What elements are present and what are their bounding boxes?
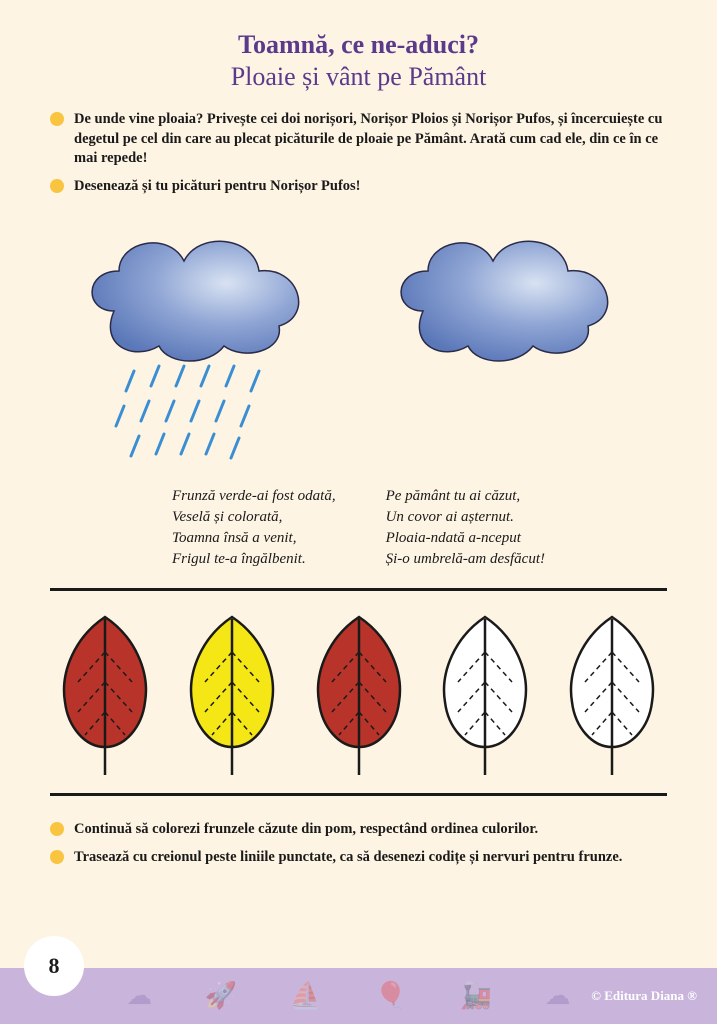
divider-top xyxy=(50,588,667,591)
cloud-icon: ☁ xyxy=(126,981,152,1011)
ship-icon: ⛵ xyxy=(290,981,322,1011)
instruction-1-text: De unde vine ploaia? Privește cei doi no… xyxy=(74,110,667,169)
leaf-5 xyxy=(557,607,667,777)
poem-left: Frunză verde-ai fost odată, Veselă și co… xyxy=(172,486,336,570)
title-sub: Ploaie și vânt pe Pământ xyxy=(50,62,667,92)
bullet-icon xyxy=(50,112,64,126)
instruction-4: Trasează cu creionul peste liniile punct… xyxy=(50,848,667,868)
poem-line: Ploaia-ndată a-nceput xyxy=(386,528,545,549)
poem-line: Frunză verde-ai fost odată, xyxy=(172,486,336,507)
bullet-icon xyxy=(50,850,64,864)
bullet-icon xyxy=(50,179,64,193)
cloud-rainy xyxy=(74,216,334,476)
poem-right: Pe pământ tu ai căzut, Un covor ai așter… xyxy=(386,486,545,570)
rocket-icon: 🚀 xyxy=(205,981,237,1011)
poem-line: Un covor ai așternut. xyxy=(386,507,545,528)
poem-line: Și-o umbrelă-am desfăcut! xyxy=(386,549,545,570)
cloud-icon: ☁ xyxy=(545,981,571,1011)
divider-bottom xyxy=(50,793,667,796)
poem-line: Pe pământ tu ai căzut, xyxy=(386,486,545,507)
page-number: 8 xyxy=(24,936,84,996)
footer-decorations: ☁ 🚀 ⛵ 🎈 🚂 ☁ xyxy=(100,972,597,1020)
clouds-section xyxy=(50,216,667,476)
instruction-3: Continuă să colorezi frunzele căzute din… xyxy=(50,820,667,840)
instruction-2: Desenează și tu picături pentru Norișor … xyxy=(50,177,667,197)
cloud-fluffy xyxy=(383,216,643,476)
copyright: © Editura Diana ® xyxy=(591,988,697,1004)
leaf-2 xyxy=(177,607,287,777)
poem-line: Frigul te-a îngălbenit. xyxy=(172,549,336,570)
footer: ☁ 🚀 ⛵ 🎈 🚂 ☁ © Editura Diana ® xyxy=(0,968,717,1024)
train-icon: 🚂 xyxy=(460,981,492,1011)
leaf-1 xyxy=(50,607,160,777)
poem-section: Frunză verde-ai fost odată, Veselă și co… xyxy=(50,486,667,570)
bullet-icon xyxy=(50,822,64,836)
leaves-section xyxy=(50,603,667,793)
poem-line: Veselă și colorată, xyxy=(172,507,336,528)
title-main: Toamnă, ce ne-aduci? xyxy=(50,30,667,60)
instruction-3-text: Continuă să colorezi frunzele căzute din… xyxy=(74,820,538,840)
instruction-4-text: Trasează cu creionul peste liniile punct… xyxy=(74,848,622,868)
instruction-1: De unde vine ploaia? Privește cei doi no… xyxy=(50,110,667,169)
leaf-4 xyxy=(430,607,540,777)
leaf-3 xyxy=(304,607,414,777)
poem-line: Toamna însă a venit, xyxy=(172,528,336,549)
balloon-icon: 🎈 xyxy=(375,981,407,1011)
instruction-2-text: Desenează și tu picături pentru Norișor … xyxy=(74,177,361,197)
